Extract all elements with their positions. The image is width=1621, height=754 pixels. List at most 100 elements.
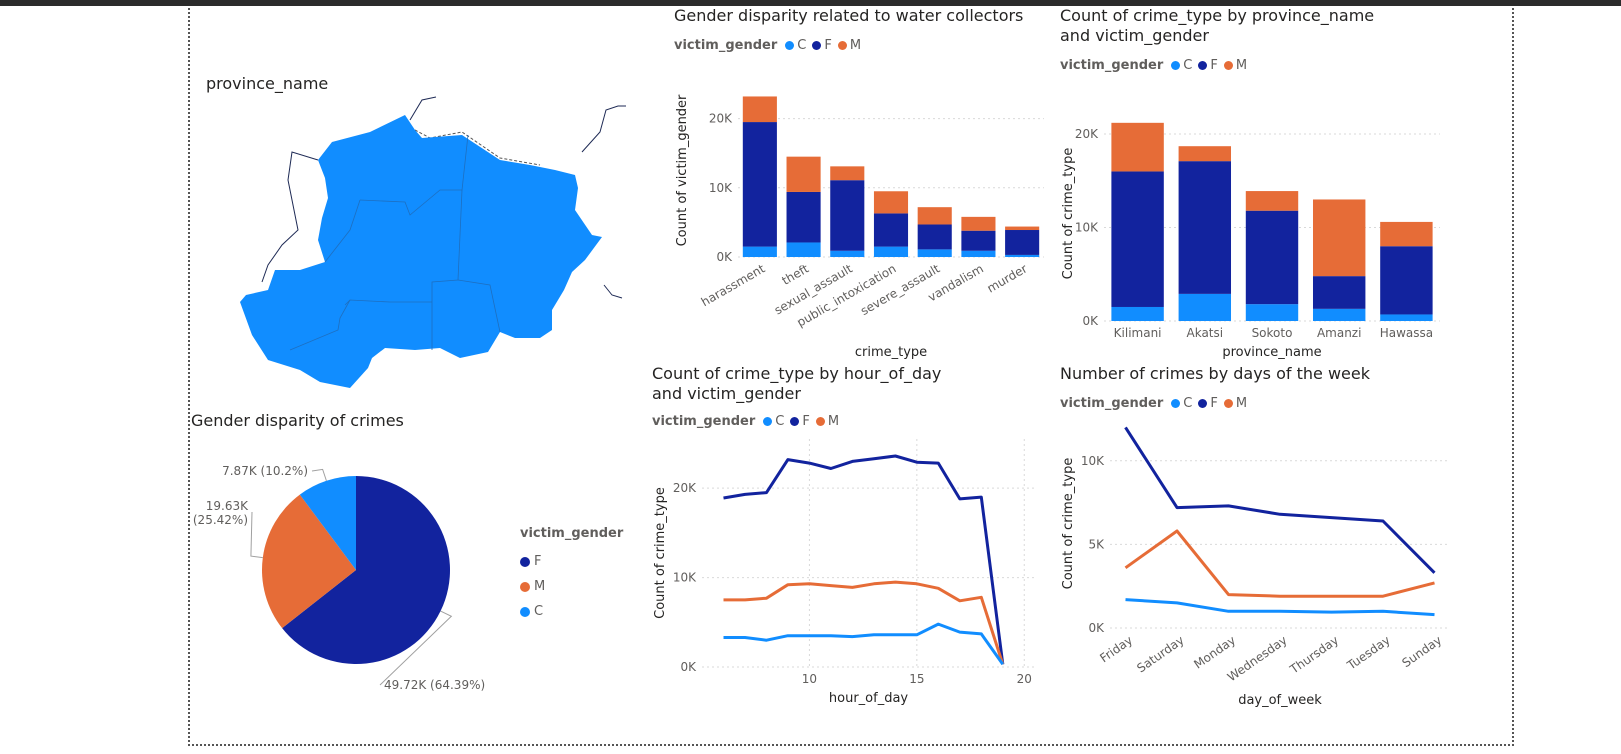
gender-pie-visual[interactable]: Gender disparity of crimes 49.72K (64.39… xyxy=(188,408,628,708)
pie-legend[interactable]: victim_gender F M C xyxy=(520,526,623,624)
bar-segment-m[interactable] xyxy=(1111,122,1164,172)
legend-label: C xyxy=(1183,58,1193,73)
bar-segment-c[interactable] xyxy=(742,246,777,257)
legend-item-f[interactable]: F xyxy=(1198,58,1218,73)
legend-item-f[interactable]: F xyxy=(812,38,832,53)
bar-segment-m[interactable] xyxy=(1245,191,1299,211)
bar-segment-c[interactable] xyxy=(1245,304,1299,321)
bar-segment-f[interactable] xyxy=(917,224,952,250)
map-border-line xyxy=(261,151,319,283)
x-tick-label: harassment xyxy=(699,261,768,309)
y-tick-label: 10K xyxy=(709,181,733,195)
bar-segment-f[interactable] xyxy=(1111,171,1164,307)
bar-segment-m[interactable] xyxy=(1005,226,1040,231)
bar-segment-f[interactable] xyxy=(830,180,865,251)
bar-segment-c[interactable] xyxy=(1380,314,1433,321)
bar-segment-f[interactable] xyxy=(961,230,996,251)
bar-segment-f[interactable] xyxy=(1245,210,1299,305)
pie-slice-f[interactable] xyxy=(282,476,450,664)
bar-segment-m[interactable] xyxy=(873,191,909,214)
bar-segment-c[interactable] xyxy=(873,246,909,257)
chart-legend[interactable]: victim_gender C F M xyxy=(674,38,867,53)
bar-segment-m[interactable] xyxy=(1178,146,1232,162)
bar-segment-f[interactable] xyxy=(742,122,777,247)
legend-item-f[interactable]: F xyxy=(520,549,623,574)
legend-item-f[interactable]: F xyxy=(1198,396,1218,411)
bar-segment-m[interactable] xyxy=(1312,199,1366,277)
bar-segment-m[interactable] xyxy=(917,207,952,225)
legend-item-c[interactable]: C xyxy=(785,38,806,53)
province-map[interactable] xyxy=(200,70,630,400)
x-tick-label: 15 xyxy=(909,672,924,686)
legend-item-c[interactable]: C xyxy=(1171,396,1192,411)
legend-dot-icon xyxy=(520,581,530,592)
series-line-c[interactable] xyxy=(1125,598,1435,617)
bar-segment-f[interactable] xyxy=(1380,246,1433,315)
leader-line[interactable] xyxy=(379,610,453,686)
x-tick-label: Friday xyxy=(1097,633,1135,665)
series-line-f[interactable] xyxy=(1124,426,1436,574)
legend-label: C xyxy=(534,604,544,619)
legend-item-f[interactable]: F xyxy=(790,414,810,429)
legend-label: F xyxy=(534,554,542,569)
bar-segment-c[interactable] xyxy=(1111,306,1164,321)
bar-segment-c[interactable] xyxy=(830,250,865,257)
bar-segment-c[interactable] xyxy=(1005,254,1040,257)
y-tick-label: 20K xyxy=(673,481,697,495)
legend-item-m[interactable]: M xyxy=(1223,396,1247,411)
province-bar-visual[interactable]: Count of crime_type by province_name and… xyxy=(1058,4,1458,364)
bar-segment-f[interactable] xyxy=(873,213,909,247)
province-area[interactable] xyxy=(240,115,602,388)
bar-segment-c[interactable] xyxy=(1312,308,1366,321)
chart-legend[interactable]: victim_gender C F M xyxy=(1060,396,1253,411)
bar-segment-c[interactable] xyxy=(1178,293,1232,321)
legend-item-m[interactable]: M xyxy=(520,574,623,599)
province-map-visual[interactable]: province_name xyxy=(200,70,630,400)
y-tick-label: 10K xyxy=(673,571,697,585)
bar-segment-m[interactable] xyxy=(830,166,865,181)
legend-item-m[interactable]: M xyxy=(837,38,861,53)
legend-item-c[interactable]: C xyxy=(520,599,623,624)
window-top-bar xyxy=(0,0,1621,6)
legend-item-c[interactable]: C xyxy=(1171,58,1192,73)
bar-segment-f[interactable] xyxy=(1178,161,1232,294)
province-bar-chart[interactable]: 0K 10K 20K Kilimani Akatsi Sokoto Amanzi Hawass… xyxy=(1058,4,1458,364)
y-tick-label: 0K xyxy=(1088,621,1105,635)
series-line-m[interactable] xyxy=(1124,529,1435,598)
hour-line-chart[interactable]: 0K 10K 20K 10 15 20 hour_of_day Count of crime_… xyxy=(650,364,1040,714)
legend-item-m[interactable]: M xyxy=(1223,58,1247,73)
legend-title: victim_gender xyxy=(1060,58,1164,73)
legend-item-c[interactable]: C xyxy=(763,414,784,429)
map-border-line xyxy=(603,284,623,299)
bar-segment-f[interactable] xyxy=(786,191,821,243)
x-tick-label: murder xyxy=(985,261,1030,295)
legend-item-m[interactable]: M xyxy=(815,414,839,429)
bar-segment-c[interactable] xyxy=(961,250,996,257)
bar-segment-c[interactable] xyxy=(917,249,952,257)
bar-segment-m[interactable] xyxy=(1380,221,1433,247)
hour-line-visual[interactable]: Count of crime_type by hour_of_day and v… xyxy=(650,364,1040,714)
pie-slice-c[interactable] xyxy=(299,476,356,570)
chart-legend[interactable]: victim_gender C F M xyxy=(652,414,845,429)
bar-segment-m[interactable] xyxy=(961,216,996,231)
legend-label: F xyxy=(824,38,832,53)
legend-title: victim_gender xyxy=(652,414,756,429)
leader-line[interactable] xyxy=(250,511,263,559)
chart-legend[interactable]: victim_gender C F M xyxy=(1060,58,1253,73)
gender-pie-chart[interactable]: 49.72K (64.39%) 19.63K(25.42%) 7.87K (10.2… xyxy=(188,408,508,708)
series-line-c[interactable] xyxy=(723,622,1005,666)
series-line-m[interactable] xyxy=(723,580,1005,665)
series-line-f[interactable] xyxy=(723,454,1005,665)
bar-segment-m[interactable] xyxy=(742,96,777,123)
bar-segment-c[interactable] xyxy=(786,242,821,257)
crime-type-bar-visual[interactable]: Gender disparity related to water collec… xyxy=(672,4,1052,364)
x-tick-label: Saturday xyxy=(1134,633,1186,675)
bar-segment-f[interactable] xyxy=(1312,276,1366,309)
bar-segment-m[interactable] xyxy=(786,156,821,192)
day-line-visual[interactable]: Number of crimes by days of the week vic… xyxy=(1058,364,1458,714)
bar-segment-f[interactable] xyxy=(1005,230,1040,255)
pie-slice-m[interactable] xyxy=(262,494,356,629)
leader-line[interactable] xyxy=(311,468,327,481)
